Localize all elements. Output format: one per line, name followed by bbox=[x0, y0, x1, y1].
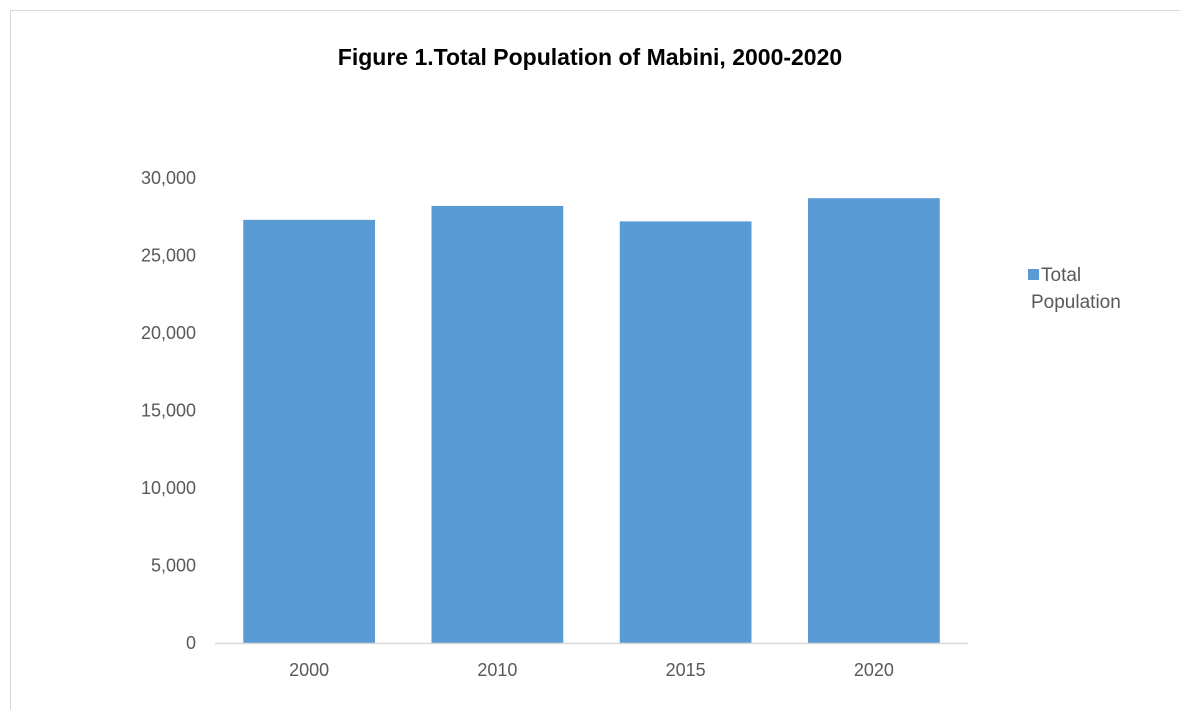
bars bbox=[243, 198, 940, 643]
legend: Total Population bbox=[1028, 265, 1121, 313]
bar-2015 bbox=[619, 221, 752, 643]
bar-2000 bbox=[243, 219, 376, 643]
y-tick-label: 15,000 bbox=[141, 401, 196, 421]
y-axis-tick-labels: 0 5,000 10,000 15,000 20,000 25,000 30,000 bbox=[141, 168, 196, 653]
y-tick-label: 20,000 bbox=[141, 323, 196, 343]
chart-title: Figure 1.Total Population of Mabini, 200… bbox=[337, 44, 843, 70]
x-tick-label: 2015 bbox=[666, 660, 706, 680]
y-tick-label: 5,000 bbox=[151, 556, 196, 576]
y-tick-label: 10,000 bbox=[141, 478, 196, 498]
legend-label: Population bbox=[1031, 292, 1121, 313]
y-tick-label: 0 bbox=[186, 633, 196, 653]
legend-swatch bbox=[1028, 269, 1039, 280]
x-axis-tick-labels: 2000 2010 2015 2020 bbox=[289, 660, 894, 680]
x-tick-label: 2020 bbox=[854, 660, 894, 680]
y-tick-label: 30,000 bbox=[141, 168, 196, 188]
x-tick-label: 2010 bbox=[477, 660, 517, 680]
y-tick-label: 25,000 bbox=[141, 246, 196, 266]
bar-2010 bbox=[431, 205, 564, 643]
bar-2020 bbox=[807, 198, 940, 643]
x-tick-label: 2000 bbox=[289, 660, 329, 680]
chart-frame bbox=[10, 10, 1180, 710]
legend-label: Total bbox=[1041, 265, 1081, 286]
